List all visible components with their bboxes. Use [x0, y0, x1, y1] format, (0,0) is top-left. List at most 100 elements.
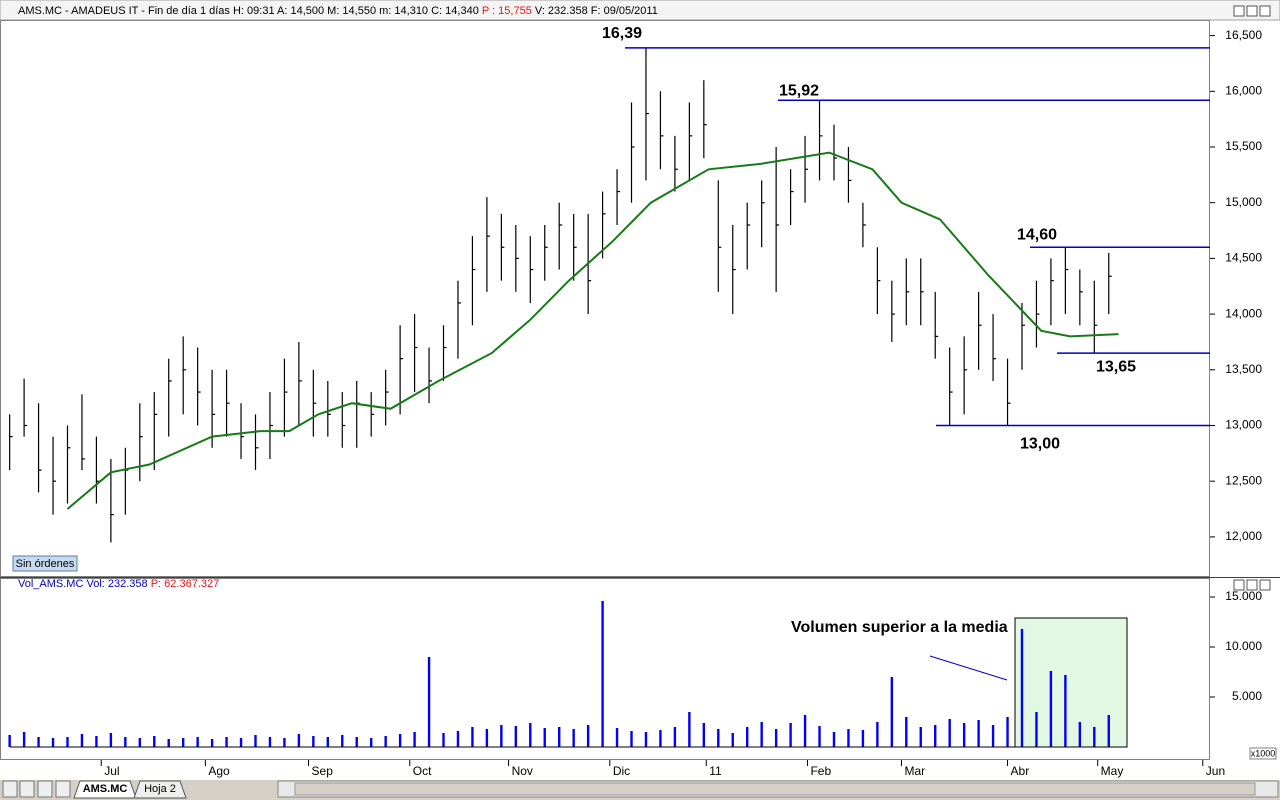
volume-bar [239, 738, 243, 747]
orders-button-label[interactable]: Sin órdenes [16, 558, 75, 570]
volume-bar [167, 739, 170, 747]
y-tick-label: 12,000 [1225, 529, 1262, 543]
volume-bar [66, 737, 69, 747]
volume-bar [1093, 727, 1096, 747]
volume-bar [80, 734, 84, 747]
level-label: 16,39 [602, 25, 642, 42]
volume-bar [760, 722, 763, 747]
volume-bar [413, 732, 416, 747]
y-tick-label: 5.000 [1232, 689, 1262, 703]
volume-bar [355, 737, 358, 747]
y-tick-label: 16,500 [1225, 28, 1262, 42]
volume-bar [22, 732, 26, 747]
volume-bar [485, 729, 489, 747]
maximize[interactable] [1246, 5, 1258, 17]
info-rest: V: 232.358 F: 09/05/2011 [535, 5, 658, 17]
info-text: AMS.MC - AMADEUS IT - Fin de día 1 días … [18, 5, 658, 17]
tab-active[interactable] [73, 780, 137, 799]
volume-bar [934, 725, 937, 747]
y-tick-label: 10.000 [1225, 639, 1262, 653]
maximize[interactable] [1246, 579, 1258, 591]
x-tick-label: Sep [312, 764, 334, 778]
volume-bar [268, 737, 272, 747]
scale-box [1249, 747, 1277, 760]
volume-title: Vol_AMS.MC [18, 578, 83, 590]
volume-bar [962, 723, 966, 747]
volume-bar [746, 727, 749, 747]
volume-p: P: 62.367.327 [151, 578, 220, 590]
scrollbar-thumb[interactable] [294, 782, 1256, 796]
volume-bar [615, 728, 619, 747]
tab-label[interactable]: Hoja 2 [144, 783, 176, 795]
y-tick-label: 15.000 [1225, 589, 1262, 603]
volume-bar [427, 657, 431, 747]
volume-bar [876, 722, 879, 747]
volume-bar [326, 737, 330, 747]
volume-bar [832, 732, 836, 747]
volume-bar [181, 738, 185, 747]
y-tick-label: 14,500 [1225, 251, 1262, 265]
close[interactable] [1259, 579, 1271, 591]
volume-bar [341, 735, 344, 747]
volume-bar [717, 729, 720, 747]
volume-bar [297, 734, 301, 747]
tab[interactable] [133, 780, 187, 799]
nav-first[interactable] [2, 780, 18, 798]
volume-bar [95, 736, 98, 747]
volume-window-buttons [1233, 579, 1271, 591]
nav-next[interactable] [37, 780, 53, 798]
x-tick-label: Oct [413, 764, 432, 778]
volume-bar [225, 737, 228, 747]
volume-bar [948, 719, 951, 747]
volume-bar [529, 723, 532, 747]
info-p: P : 15,755 [482, 5, 532, 17]
info: AMS.MC - AMADEUS IT - Fin de día 1 días … [18, 5, 479, 17]
volume-bar [312, 736, 315, 747]
volume-text: Vol: 232.358 [86, 578, 147, 590]
scale-label: x1000 [1251, 748, 1276, 758]
volume-bar [138, 738, 142, 747]
volume-bar [500, 725, 503, 747]
volume-bar [254, 735, 257, 747]
volume-bar [673, 727, 677, 747]
volume-bar [398, 734, 402, 747]
x-tick-label: May [1101, 764, 1124, 778]
volume-bar [153, 736, 156, 747]
volume-bar [586, 725, 590, 747]
x-tick-label: Dic [613, 764, 630, 778]
volume-bar [558, 727, 561, 747]
minimize[interactable] [1233, 5, 1245, 17]
annotation: Volumen superior a la media [791, 619, 1008, 636]
volume-bar [1006, 717, 1009, 747]
volume-bar [1107, 715, 1110, 747]
tab-label[interactable]: AMS.MC [83, 783, 128, 795]
volume-bar [109, 733, 113, 747]
volume-header: Vol_AMS.MC Vol: 232.358 P: 62.367.327 [18, 578, 219, 590]
volume-bar [861, 730, 865, 747]
volume-bar [384, 736, 387, 747]
close[interactable] [1259, 5, 1271, 17]
x-tick-label: Feb [810, 764, 831, 778]
minimize[interactable] [1233, 579, 1245, 591]
volume-bar [514, 726, 518, 747]
window-buttons [1233, 5, 1271, 17]
volume-bar [51, 738, 55, 747]
volume-bar [283, 738, 286, 747]
price-bars [9, 47, 1112, 543]
y-tick-label: 15,000 [1225, 195, 1262, 209]
x-tick-label: 11 [709, 764, 722, 778]
volume-bar [471, 727, 474, 747]
nav-last[interactable] [55, 780, 71, 798]
level-label: 15,92 [779, 82, 819, 99]
volume-bar [456, 731, 460, 747]
level-label: 13,00 [1020, 436, 1060, 453]
level-label: 14,60 [1017, 226, 1057, 243]
volume-bar [847, 729, 850, 747]
x-tick-label: Nov [512, 764, 533, 778]
volume-bar [644, 732, 648, 747]
volume-bar [124, 737, 127, 747]
orders-button[interactable] [12, 555, 78, 572]
nav-prev[interactable] [19, 780, 35, 798]
volume-bar [1035, 712, 1038, 747]
